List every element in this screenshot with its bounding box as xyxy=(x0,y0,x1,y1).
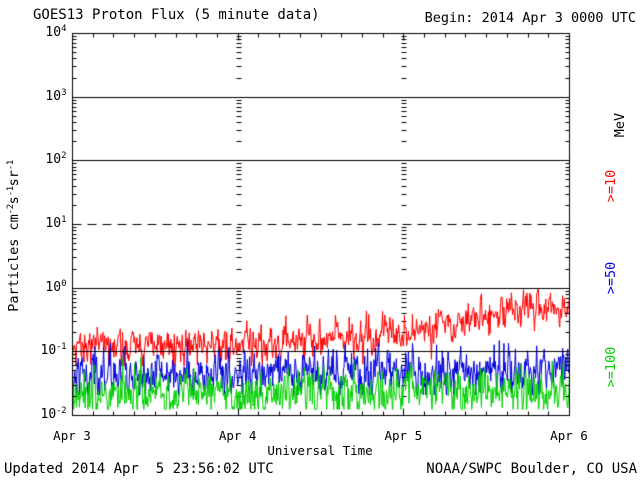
y-tick-label: 10-1 xyxy=(40,342,67,359)
x-tick-label: Apr 4 xyxy=(218,428,257,443)
x-tick-label: Apr 3 xyxy=(53,428,91,443)
unit-label-mev: MeV xyxy=(612,112,628,138)
y-tick-label: 101 xyxy=(45,215,66,231)
series-label-50mev: >=50 xyxy=(603,261,619,295)
series-label-10mev: >=10 xyxy=(603,169,619,203)
y-tick-label: 103 xyxy=(45,87,66,104)
y-tick-label: 100 xyxy=(45,278,66,295)
y-tick-label: 10-2 xyxy=(40,406,67,422)
series-label-100mev: >=100 xyxy=(603,346,619,388)
page-title: GOES13 Proton Flux (5 minute data) xyxy=(33,7,320,23)
updated-timestamp: Updated 2014 Apr 5 23:56:02 UTC xyxy=(4,461,274,477)
data-source-label: NOAA/SWPC Boulder, CO USA xyxy=(426,461,637,477)
begin-label: Begin: 2014 Apr 3 0000 UTC xyxy=(424,10,636,26)
x-axis-title: Universal Time xyxy=(267,443,373,458)
x-tick-label: Apr 5 xyxy=(384,428,423,443)
y-tick-label: 102 xyxy=(45,151,66,168)
x-tick-label: Apr 6 xyxy=(550,428,588,443)
y-tick-label: 104 xyxy=(45,24,66,40)
